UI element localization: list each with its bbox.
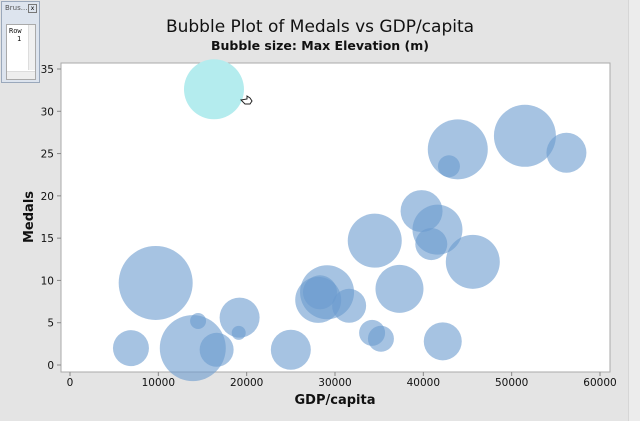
row-value: 1 [17, 35, 22, 43]
bubble[interactable] [493, 104, 556, 167]
y-tick-label: 25 [41, 149, 54, 161]
bubble[interactable] [112, 330, 149, 367]
bubble[interactable] [347, 213, 402, 268]
y-tick-label: 20 [41, 191, 54, 203]
brush-window-title: Brus... [5, 4, 28, 12]
bubble[interactable] [231, 325, 246, 340]
bubble[interactable] [415, 228, 448, 261]
y-tick-label: 35 [41, 64, 54, 76]
axes: 0 10000 20000 30000 40000 50000 60000 0 5 10 15 20 2… [41, 64, 617, 389]
bubble-brushed[interactable] [183, 59, 244, 120]
h-scrollbar[interactable] [7, 71, 35, 79]
y-tick-label: 0 [47, 360, 54, 372]
bubble[interactable] [546, 132, 587, 173]
bubble[interactable] [445, 234, 500, 289]
y-tick-label: 10 [41, 275, 54, 287]
bubble[interactable] [270, 329, 311, 370]
y-tick-label: 15 [41, 233, 54, 245]
close-icon[interactable]: x [28, 4, 37, 13]
y-tick-label: 5 [47, 318, 54, 330]
y-axis-label: Medals [22, 191, 37, 243]
bubble[interactable] [375, 264, 424, 313]
x-tick-label: 30000 [318, 377, 351, 389]
side-panel-edge [628, 0, 640, 421]
bubble[interactable] [302, 275, 337, 310]
x-tick-label: 60000 [583, 377, 616, 389]
x-tick-label: 10000 [142, 377, 175, 389]
x-tick-label: 50000 [495, 377, 528, 389]
scrollbar[interactable] [28, 25, 35, 70]
brushed-rows-list[interactable]: Row 1 [6, 24, 36, 80]
x-tick-label: 20000 [230, 377, 263, 389]
bubble[interactable] [367, 325, 394, 352]
x-tick-label: 40000 [407, 377, 440, 389]
x-axis-label: GDP/capita [295, 393, 376, 408]
bubble[interactable] [423, 322, 462, 361]
hand-cursor-icon [239, 95, 253, 105]
brush-window[interactable]: Brus... x Row 1 [1, 1, 40, 83]
y-tick-label: 30 [41, 106, 54, 118]
bubble[interactable] [437, 155, 460, 178]
chart-subtitle: Bubble size: Max Elevation (m) [211, 38, 429, 53]
x-tick-label: 0 [67, 377, 74, 389]
bubbles [112, 59, 587, 382]
bubble[interactable] [199, 332, 234, 367]
bubble[interactable] [332, 288, 367, 323]
bubble[interactable] [219, 297, 260, 338]
column-header: Row [9, 27, 22, 35]
bubble[interactable] [118, 245, 193, 320]
chart-title: Bubble Plot of Medals vs GDP/capita [165, 17, 475, 37]
